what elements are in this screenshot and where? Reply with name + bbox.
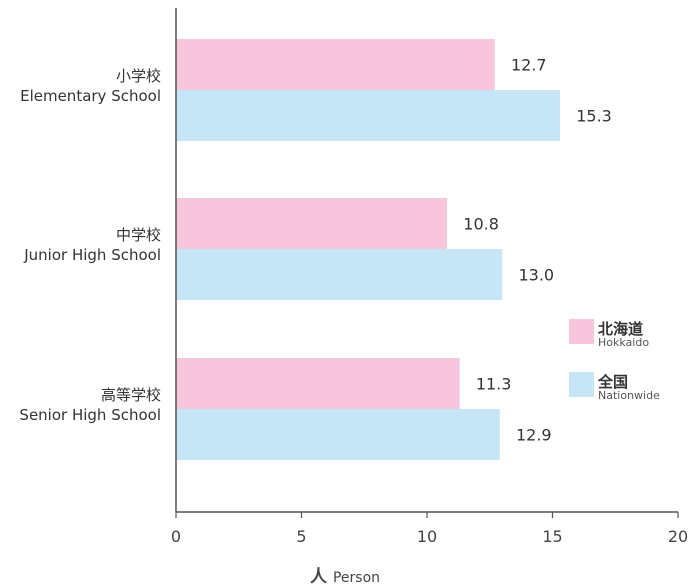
legend-label: 全国 [598,373,629,391]
category-label-jp: 小学校 [115,67,161,85]
legend-label: 北海道 [598,320,644,338]
data-label: 13.0 [518,266,554,285]
x-tick-label: 5 [296,527,306,546]
legend-item-nationwide: 全国 Nationwide [569,372,690,406]
category-label: 小学校 Elementary School [0,66,161,106]
data-label: 15.3 [576,107,612,126]
legend-sublabel: Hokkaido [598,336,650,349]
category-label: 高等学校 Senior High School [0,385,161,425]
legend-item-hokkaido: 北海道 Hokkaido [569,319,690,353]
legend-sublabel: Nationwide [598,389,660,402]
bar [176,198,448,249]
bar [176,249,503,300]
data-label: 10.8 [463,215,499,234]
legend-swatch-nationwide [569,372,594,397]
category-label-en: Elementary School [20,87,161,105]
x-tick-label: 0 [171,527,181,546]
x-axis-title-en: Person [332,570,381,586]
data-label: 11.3 [476,375,512,394]
category-label: 中学校 Junior High School [0,225,161,265]
x-axis-title-jp: 人 [309,567,327,587]
bar [176,90,561,141]
category-label-en: Junior High School [24,246,161,264]
category-label-jp: 高等学校 [100,386,161,404]
bar [176,409,500,460]
category-label-jp: 中学校 [115,226,161,244]
bar [176,358,460,409]
x-tick-label: 15 [542,527,562,546]
category-label-en: Senior High School [19,406,161,424]
x-axis-title: 人 Person [0,562,690,587]
data-label: 12.7 [511,56,547,75]
x-tick-label: 10 [417,527,437,546]
legend-swatch-hokkaido [569,319,594,344]
x-tick-label: 20 [668,527,688,546]
data-label: 12.9 [516,426,552,445]
bar [176,39,495,90]
